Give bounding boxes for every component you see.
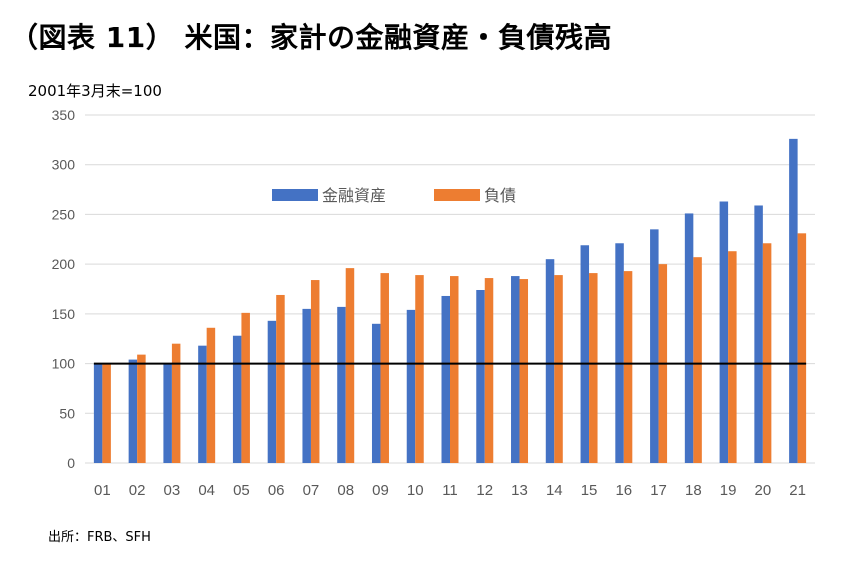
x-tick-label: 12	[476, 482, 493, 499]
legend-swatch	[434, 189, 480, 201]
x-tick-label: 04	[198, 482, 215, 499]
bar-liabilities	[241, 312, 250, 463]
x-tick-label: 14	[546, 482, 563, 499]
bar-liabilities	[380, 273, 389, 463]
bar-assets	[371, 323, 381, 463]
bar-liabilities	[345, 268, 355, 463]
unit-label: 2001年3月末=100	[28, 82, 162, 100]
bar-assets	[511, 276, 520, 463]
bar-liabilities	[206, 327, 216, 463]
bar-assets	[650, 229, 659, 463]
bar-liabilities	[102, 363, 111, 463]
x-tick-label: 13	[511, 482, 528, 499]
x-tick-label: 21	[789, 482, 806, 499]
x-tick-label: 03	[164, 482, 181, 499]
y-tick-label: 200	[52, 256, 76, 272]
legend-label: 負債	[484, 186, 516, 205]
bar-liabilities	[137, 354, 146, 463]
y-tick-label: 300	[52, 157, 76, 173]
x-tick-label: 02	[129, 482, 146, 499]
legend-swatch	[272, 189, 318, 201]
bar-assets	[441, 295, 450, 463]
bar-assets	[93, 363, 103, 463]
x-tick-label: 11	[442, 482, 458, 499]
x-tick-label: 08	[337, 482, 354, 499]
bar-assets	[789, 138, 798, 463]
bar-liabilities	[415, 275, 424, 463]
source-note: 出所：FRB、SFH	[48, 530, 151, 545]
y-tick-label: 50	[59, 405, 75, 421]
bar-liabilities	[276, 294, 285, 463]
bar-liabilities	[450, 276, 459, 463]
bars	[93, 138, 807, 464]
bar-assets	[302, 308, 311, 463]
x-tick-label: 18	[685, 482, 702, 499]
bar-assets	[684, 213, 694, 463]
bar-assets	[128, 359, 138, 463]
bar-assets	[406, 309, 416, 463]
y-tick-label: 250	[52, 206, 76, 222]
bar-liabilities	[728, 251, 737, 463]
x-tick-label: 17	[650, 482, 667, 499]
bar-assets	[232, 335, 242, 463]
y-axis-ticks: 0 50 100 150 200 250 300 350	[52, 107, 76, 471]
x-tick-label: 19	[720, 482, 737, 499]
bar-assets	[476, 289, 485, 463]
y-tick-label: 150	[52, 306, 76, 322]
bar-assets	[545, 259, 555, 463]
x-tick-label: 16	[615, 482, 632, 499]
bar-assets	[754, 205, 763, 464]
y-tick-label: 100	[52, 356, 76, 372]
bar-liabilities	[797, 233, 807, 463]
x-tick-label: 01	[94, 482, 111, 499]
bar-liabilities	[623, 271, 633, 463]
x-tick-label: 20	[755, 482, 772, 499]
x-tick-label: 15	[581, 482, 598, 499]
x-tick-label: 10	[407, 482, 424, 499]
legend-label: 金融資産	[322, 186, 386, 205]
x-tick-label: 05	[233, 482, 250, 499]
bar-liabilities	[171, 343, 181, 463]
bar-liabilities	[589, 273, 598, 463]
bar-liabilities	[310, 280, 320, 463]
bar-liabilities	[484, 278, 494, 463]
bar-assets	[198, 345, 207, 463]
figure-title: （図表 11） 米国：家計の金融資産・負債残高	[10, 21, 612, 54]
y-tick-label: 0	[67, 455, 75, 471]
legend: 金融資産 負債	[272, 186, 516, 205]
bar-assets	[163, 363, 172, 463]
bar-assets	[615, 243, 624, 463]
x-tick-label: 09	[372, 482, 389, 499]
bar-assets	[337, 306, 346, 463]
bar-liabilities	[554, 275, 563, 463]
x-axis-ticks: 01 02 03 04 05 06 07 08 09 10 11 12 13 14 15 16 17 18 19 20…	[94, 482, 806, 499]
y-tick-label: 350	[52, 107, 76, 123]
bar-liabilities	[519, 279, 529, 463]
bar-assets	[719, 201, 729, 463]
bar-assets	[580, 245, 590, 463]
bar-liabilities	[693, 257, 702, 463]
bar-liabilities	[762, 243, 772, 463]
x-tick-label: 06	[268, 482, 285, 499]
bar-assets	[267, 320, 277, 463]
x-tick-label: 07	[303, 482, 320, 499]
